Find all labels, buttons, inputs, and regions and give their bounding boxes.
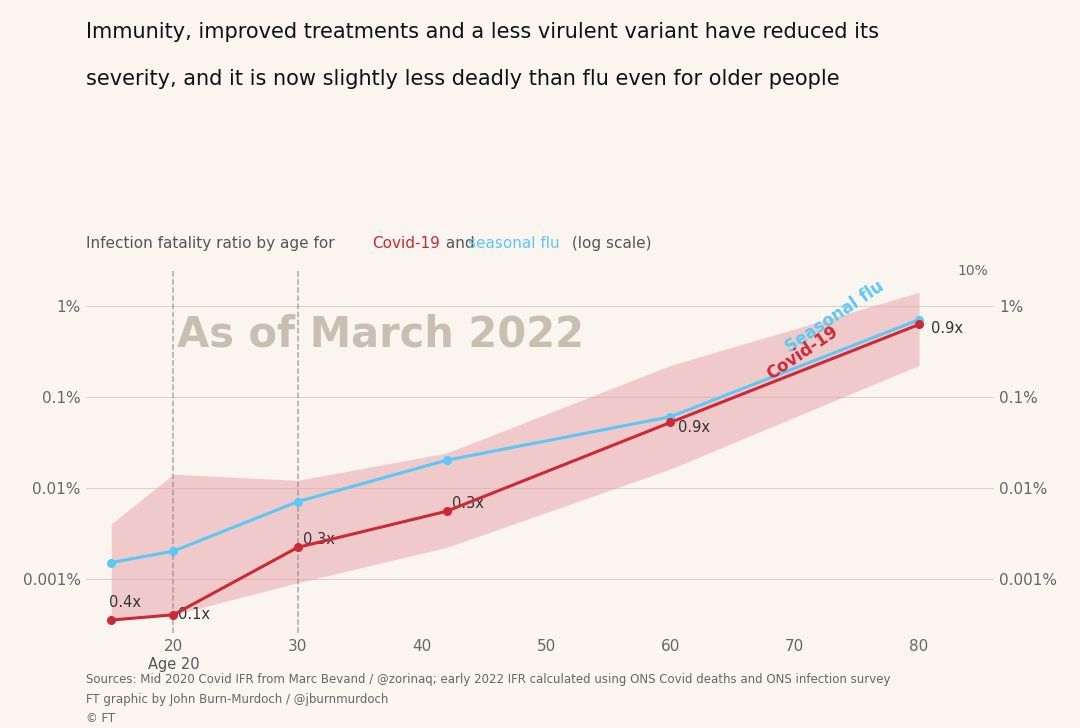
Text: 0.3x: 0.3x — [302, 532, 335, 547]
Text: FT graphic by John Burn-Murdoch / @jburnmurdoch: FT graphic by John Burn-Murdoch / @jburn… — [86, 693, 389, 706]
Text: 0.1x: 0.1x — [178, 607, 211, 622]
Text: severity, and it is now slightly less deadly than flu even for older people: severity, and it is now slightly less de… — [86, 69, 840, 89]
Text: Covid-19: Covid-19 — [373, 236, 441, 251]
Text: (log scale): (log scale) — [567, 236, 651, 251]
Text: © FT: © FT — [86, 712, 116, 725]
Text: Infection fatality ratio by age for: Infection fatality ratio by age for — [86, 236, 340, 251]
Text: 0.4x: 0.4x — [109, 595, 140, 609]
Text: 0.9x: 0.9x — [678, 420, 710, 435]
Text: 0.3x: 0.3x — [451, 496, 484, 511]
Text: Covid-19: Covid-19 — [764, 323, 841, 383]
Text: Immunity, improved treatments and a less virulent variant have reduced its: Immunity, improved treatments and a less… — [86, 22, 879, 41]
Text: As of March 2022: As of March 2022 — [177, 314, 584, 356]
Text: Seasonal flu: Seasonal flu — [782, 277, 888, 356]
Text: seasonal flu: seasonal flu — [468, 236, 559, 251]
Text: and: and — [441, 236, 480, 251]
Text: 10%: 10% — [958, 264, 988, 277]
Text: 0.9x: 0.9x — [931, 321, 963, 336]
Text: Sources: Mid 2020 Covid IFR from Marc Bevand / @zorinaq; early 2022 IFR calculat: Sources: Mid 2020 Covid IFR from Marc Be… — [86, 673, 891, 687]
Text: Age 20: Age 20 — [148, 657, 199, 672]
